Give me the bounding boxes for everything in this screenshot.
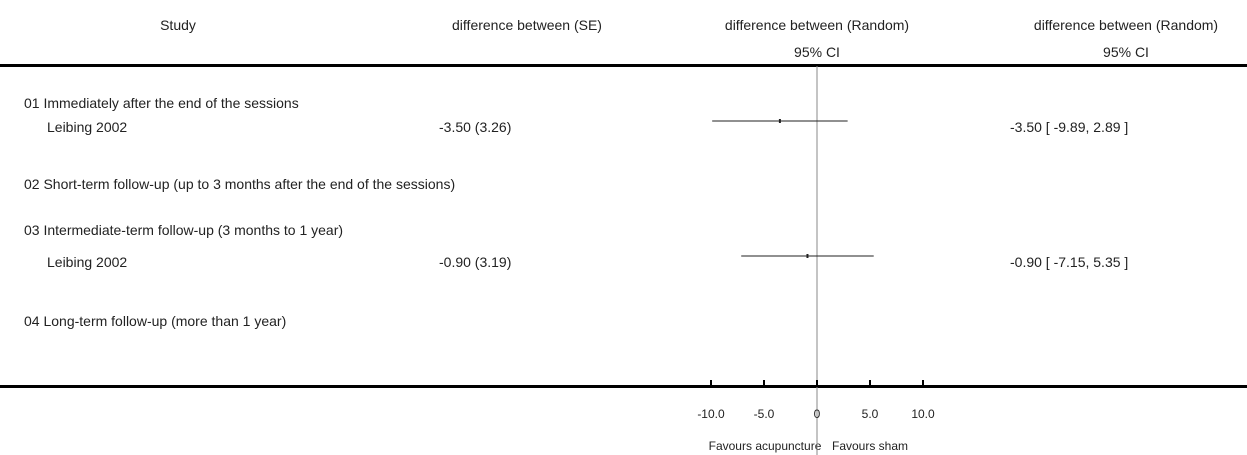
footer-rule bbox=[0, 385, 1247, 388]
header-difference-se: difference between (SE) bbox=[452, 17, 602, 33]
study-name: Leibing 2002 bbox=[47, 254, 128, 270]
header-plot-title: difference between (Random) bbox=[724, 17, 910, 33]
x-tick-label: 10.0 bbox=[911, 407, 935, 421]
study-se-value: -0.90 (3.19) bbox=[439, 254, 512, 270]
group-label-intermediate-term: 03 Intermediate-term follow-up (3 months… bbox=[24, 222, 344, 238]
point-estimate bbox=[778, 119, 781, 123]
x-tick-label: 0 bbox=[814, 407, 821, 421]
group-label-immediate: 01 Immediately after the end of the sess… bbox=[24, 95, 299, 111]
point-estimate bbox=[806, 254, 809, 258]
group-label-short-term: 02 Short-term follow-up (up to 3 months … bbox=[24, 176, 456, 192]
study-ci-value: -3.50 [ -9.89, 2.89 ] bbox=[1010, 119, 1129, 135]
header-study: Study bbox=[160, 17, 196, 33]
header-ci-title: difference between (Random) bbox=[1033, 17, 1219, 33]
favours-left-label: Favours acupuncture bbox=[708, 439, 822, 453]
group-label-long-term: 04 Long-term follow-up (more than 1 year… bbox=[24, 313, 287, 329]
header-plot-ci: 95% CI bbox=[794, 44, 840, 60]
study-name: Leibing 2002 bbox=[47, 119, 128, 135]
header-ci-ci: 95% CI bbox=[1103, 44, 1149, 60]
x-tick-label: -10.0 bbox=[697, 407, 725, 421]
header-rule bbox=[0, 64, 1247, 67]
study-ci-value: -0.90 [ -7.15, 5.35 ] bbox=[1010, 254, 1129, 270]
study-se-value: -3.50 (3.26) bbox=[439, 119, 512, 135]
favours-right-label: Favours sham bbox=[831, 439, 909, 453]
x-tick-label: 5.0 bbox=[862, 407, 879, 421]
x-tick-label: -5.0 bbox=[754, 407, 775, 421]
